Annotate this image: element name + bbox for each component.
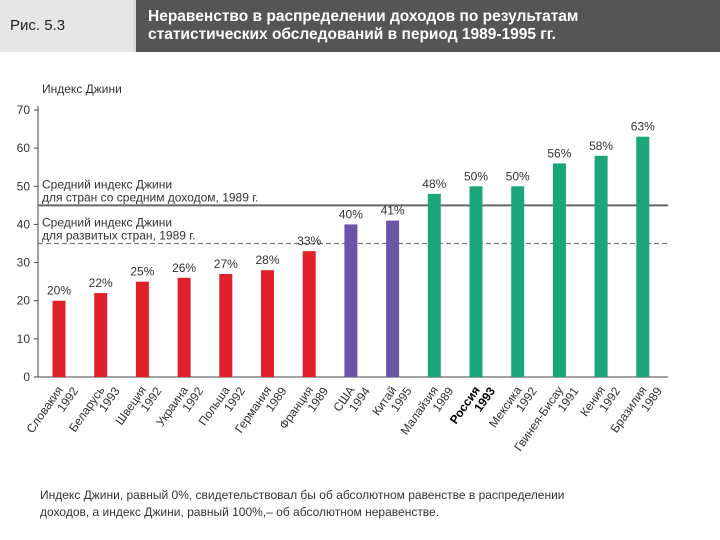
bar-value-label: 50% <box>464 169 488 183</box>
y-axis-label: Индекс Джини <box>42 82 122 96</box>
bar-value-label: 41% <box>381 204 405 218</box>
bar <box>261 270 274 377</box>
bar-value-label: 26% <box>172 261 196 275</box>
footnote-line-1: Индекс Джини, равный 0%, свидетельствова… <box>40 488 565 502</box>
bar <box>302 251 316 377</box>
figure-title: Неравенство в распределении доходов по р… <box>136 0 720 52</box>
reference-label-developed: Средний индекс Джини <box>42 216 172 230</box>
bar-value-label: 63% <box>631 120 655 134</box>
bar <box>219 274 233 377</box>
reference-label-developed: для развитых стран, 1989 г. <box>42 229 196 243</box>
bar-value-label: 33% <box>297 234 321 248</box>
bar-value-label: 56% <box>547 146 571 160</box>
y-tick-label: 20 <box>17 294 31 308</box>
y-tick-label: 40 <box>17 217 31 231</box>
bar-value-label: 50% <box>506 169 530 183</box>
footnote-line-2: доходов, а индекс Джини, равный 100%,– о… <box>40 505 440 519</box>
y-tick-label: 70 <box>17 103 31 117</box>
y-tick-label: 60 <box>17 141 31 155</box>
bar <box>177 277 191 377</box>
bar-value-label: 27% <box>214 257 238 271</box>
bar <box>135 281 149 377</box>
bar <box>594 155 608 377</box>
bar-value-label: 25% <box>130 265 154 279</box>
bar <box>427 193 441 377</box>
gini-bar-chart: Индекс Джини 0 10 20 30 40 50 60 70 Средний индек… <box>17 82 668 454</box>
footnote: Индекс Джини, равный 0%, свидетельствова… <box>40 487 710 521</box>
y-tick-label: 50 <box>17 179 31 193</box>
bar <box>511 186 525 377</box>
bar-value-label: 20% <box>47 284 71 298</box>
bar <box>552 163 566 377</box>
y-tick-label: 0 <box>23 370 30 384</box>
bar <box>636 136 650 377</box>
y-tick-label: 10 <box>17 332 31 346</box>
reference-label-middle-income: Средний индекс Джини <box>42 177 172 191</box>
reference-label-middle-income: для стран со средним доходом, 1989 г. <box>42 190 258 204</box>
bar <box>52 300 66 377</box>
y-tick-label: 30 <box>17 256 31 270</box>
figure-title-line-1: Неравенство в распределении доходов по р… <box>148 8 579 25</box>
bar <box>469 186 483 377</box>
bar-value-label: 22% <box>89 276 113 290</box>
bar-value-label: 58% <box>589 139 613 153</box>
figure-title-line-2: статистических обследований в период 198… <box>148 26 556 43</box>
bar-value-label: 48% <box>422 177 446 191</box>
bar-value-label: 40% <box>339 207 363 221</box>
bar <box>386 220 400 377</box>
bar <box>344 224 358 377</box>
figure-label: Рис. 5.3 <box>0 0 133 52</box>
bar <box>94 293 108 377</box>
bar-value-label: 28% <box>255 253 279 267</box>
